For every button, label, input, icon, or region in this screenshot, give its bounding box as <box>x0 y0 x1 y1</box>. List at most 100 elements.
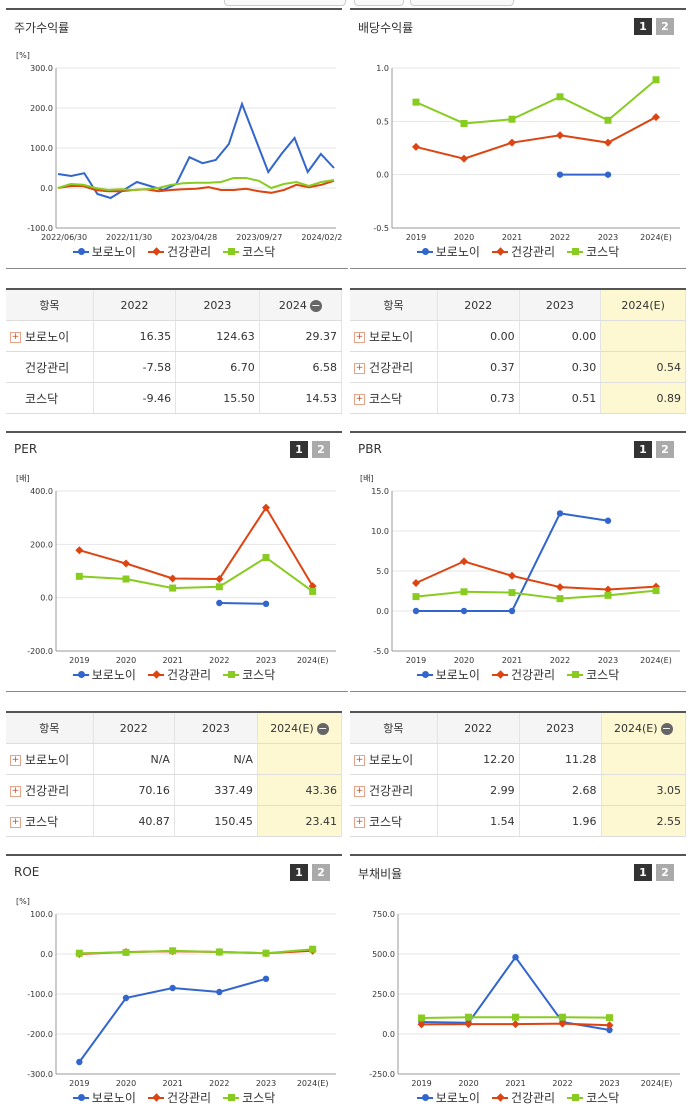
tab-button-2[interactable]: 2 <box>312 864 330 881</box>
tab-button-1[interactable]: 1 <box>290 864 308 881</box>
y-tick-label: 100.0 <box>30 910 53 919</box>
legend-item-voronoi[interactable]: 보로노이 <box>72 1089 136 1106</box>
data-point <box>215 948 223 956</box>
tab-button-2[interactable]: 2 <box>312 441 330 458</box>
collapse-icon[interactable]: − <box>660 721 673 735</box>
legend-item-voronoi[interactable]: 보로노이 <box>416 1089 480 1106</box>
series-kosdaq <box>412 76 660 127</box>
series-voronoi-line <box>57 101 335 200</box>
tab-button-1[interactable]: 1 <box>634 864 652 881</box>
row-name[interactable]: + 보로노이 <box>6 320 94 352</box>
legend-label: 건강관리 <box>510 668 556 682</box>
row-name[interactable]: + 코스닥 <box>350 382 438 414</box>
cell-value: 1.54 <box>437 805 520 837</box>
row-name[interactable]: + 코스닥 <box>6 805 94 837</box>
data-point <box>605 1021 614 1030</box>
legend-item-kosdaq[interactable]: 코스닥 <box>567 666 619 683</box>
expand-icon[interactable]: + <box>10 785 21 797</box>
legend-item-healthcare[interactable]: 건강관리 <box>147 1089 211 1106</box>
cell-value: 0.30 <box>519 351 602 383</box>
tab-button-1[interactable]: 1 <box>634 18 652 35</box>
row-name[interactable]: + 건강관리 <box>6 774 94 806</box>
data-point <box>606 1026 613 1034</box>
tab-button-2[interactable]: 2 <box>656 18 674 35</box>
legend-item-voronoi[interactable]: 보로노이 <box>416 243 480 260</box>
expand-icon[interactable]: + <box>354 754 365 766</box>
cell-value: N/A <box>93 743 175 775</box>
legend-item-kosdaq[interactable]: 코스닥 <box>567 243 619 260</box>
legend-item-voronoi[interactable]: 보로노이 <box>72 243 136 260</box>
x-tick-label: 2021 <box>505 1079 525 1088</box>
tab-button-1[interactable]: 1 <box>290 441 308 458</box>
cell-value: 6.70 <box>175 351 260 383</box>
expand-icon[interactable]: + <box>354 785 365 797</box>
row-name[interactable]: + 보로노이 <box>350 320 438 352</box>
data-point <box>511 1020 520 1029</box>
legend-label: 보로노이 <box>435 668 480 682</box>
legend-item-kosdaq[interactable]: 코스닥 <box>223 1089 275 1106</box>
dividend-yield-panel: 1.0 0.5 0.0 -0.5 2019 2020 2021 2022 2023 2024(E)… <box>350 8 686 270</box>
x-tick-label: 2019 <box>411 1079 431 1088</box>
series-voronoi-line <box>78 977 267 1063</box>
legend-item-kosdaq[interactable]: 코스닥 <box>223 666 275 683</box>
x-tick-label: 2023 <box>256 656 276 665</box>
expand-icon[interactable]: + <box>354 816 365 828</box>
y-tick-label: 500.0 <box>372 950 395 959</box>
data-point <box>169 584 177 592</box>
data-point <box>412 607 420 615</box>
legend-item-healthcare[interactable]: 건강관리 <box>147 666 212 683</box>
data-point <box>216 988 223 996</box>
expand-icon[interactable]: + <box>10 754 21 766</box>
series-healthcare-line <box>415 560 657 591</box>
data-point <box>606 1014 613 1022</box>
series-kosdaq-line <box>79 948 313 955</box>
toolbar-button[interactable] <box>224 0 346 6</box>
axis-unit: [배] <box>16 474 30 483</box>
collapse-icon[interactable]: − <box>309 298 322 312</box>
chart-svg: 750.0 500.0 250.0 0.0 -250.0 2019 2020 2021 2022… <box>369 910 680 1088</box>
legend-item-healthcare[interactable]: 건강관리 <box>491 243 555 260</box>
x-tick-label: 2020 <box>454 233 474 242</box>
tab-button-2[interactable]: 2 <box>656 864 674 881</box>
tab-button-1[interactable]: 1 <box>634 441 652 458</box>
legend-item-voronoi[interactable]: 보로노이 <box>416 666 480 683</box>
tab-button-2[interactable]: 2 <box>656 441 674 458</box>
legend-swatch <box>223 670 240 678</box>
expand-icon[interactable]: + <box>354 393 365 405</box>
legend-label: 건강관리 <box>166 668 212 682</box>
data-point <box>262 554 270 562</box>
row-name[interactable]: + 보로노이 <box>350 743 438 775</box>
toolbar-button[interactable] <box>354 0 404 6</box>
row-name[interactable]: + 보로노이 <box>6 743 94 775</box>
cell-value: 2.55 <box>601 805 687 837</box>
header-item: 항목 <box>6 712 94 744</box>
cell-value <box>600 320 686 352</box>
collapse-icon[interactable]: − <box>316 721 329 735</box>
pbr-panel: [배] 15.0 10.0 5.0 0.0 -5.0 2019 2020 2021 2022 202… <box>350 431 686 693</box>
legend-item-healthcare[interactable]: 건강관리 <box>491 666 556 683</box>
row-name[interactable]: + 건강관리 <box>350 351 438 383</box>
legend-item-kosdaq[interactable]: 코스닥 <box>223 243 275 260</box>
expand-icon[interactable]: + <box>354 362 365 374</box>
cell-value: N/A <box>174 743 258 775</box>
legend-item-healthcare[interactable]: 건강관리 <box>491 1089 556 1106</box>
row-name[interactable]: + 코스닥 <box>350 805 438 837</box>
x-tick-label: 2019 <box>69 656 89 665</box>
data-point <box>604 138 612 147</box>
legend-label: 보로노이 <box>435 1091 480 1105</box>
legend-item-voronoi[interactable]: 보로노이 <box>72 666 136 683</box>
x-tick-label: 2024(E) <box>297 656 329 665</box>
row-name[interactable]: + 건강관리 <box>350 774 438 806</box>
expand-icon[interactable]: + <box>354 331 365 343</box>
legend-label: 건강관리 <box>510 1091 556 1105</box>
legend-item-kosdaq[interactable]: 코스닥 <box>567 1089 619 1106</box>
expand-icon[interactable]: + <box>10 331 21 343</box>
header-item: 항목 <box>350 289 438 321</box>
legend-label: 코스닥 <box>586 245 620 259</box>
cell-value: 23.41 <box>257 805 343 837</box>
expand-icon[interactable]: + <box>10 816 21 828</box>
toolbar-button[interactable] <box>410 0 514 6</box>
legend-item-healthcare[interactable]: 건강관리 <box>147 243 211 260</box>
table-row: + 보로노이 16.35 124.63 29.37 <box>6 320 343 352</box>
data-point <box>556 93 564 101</box>
